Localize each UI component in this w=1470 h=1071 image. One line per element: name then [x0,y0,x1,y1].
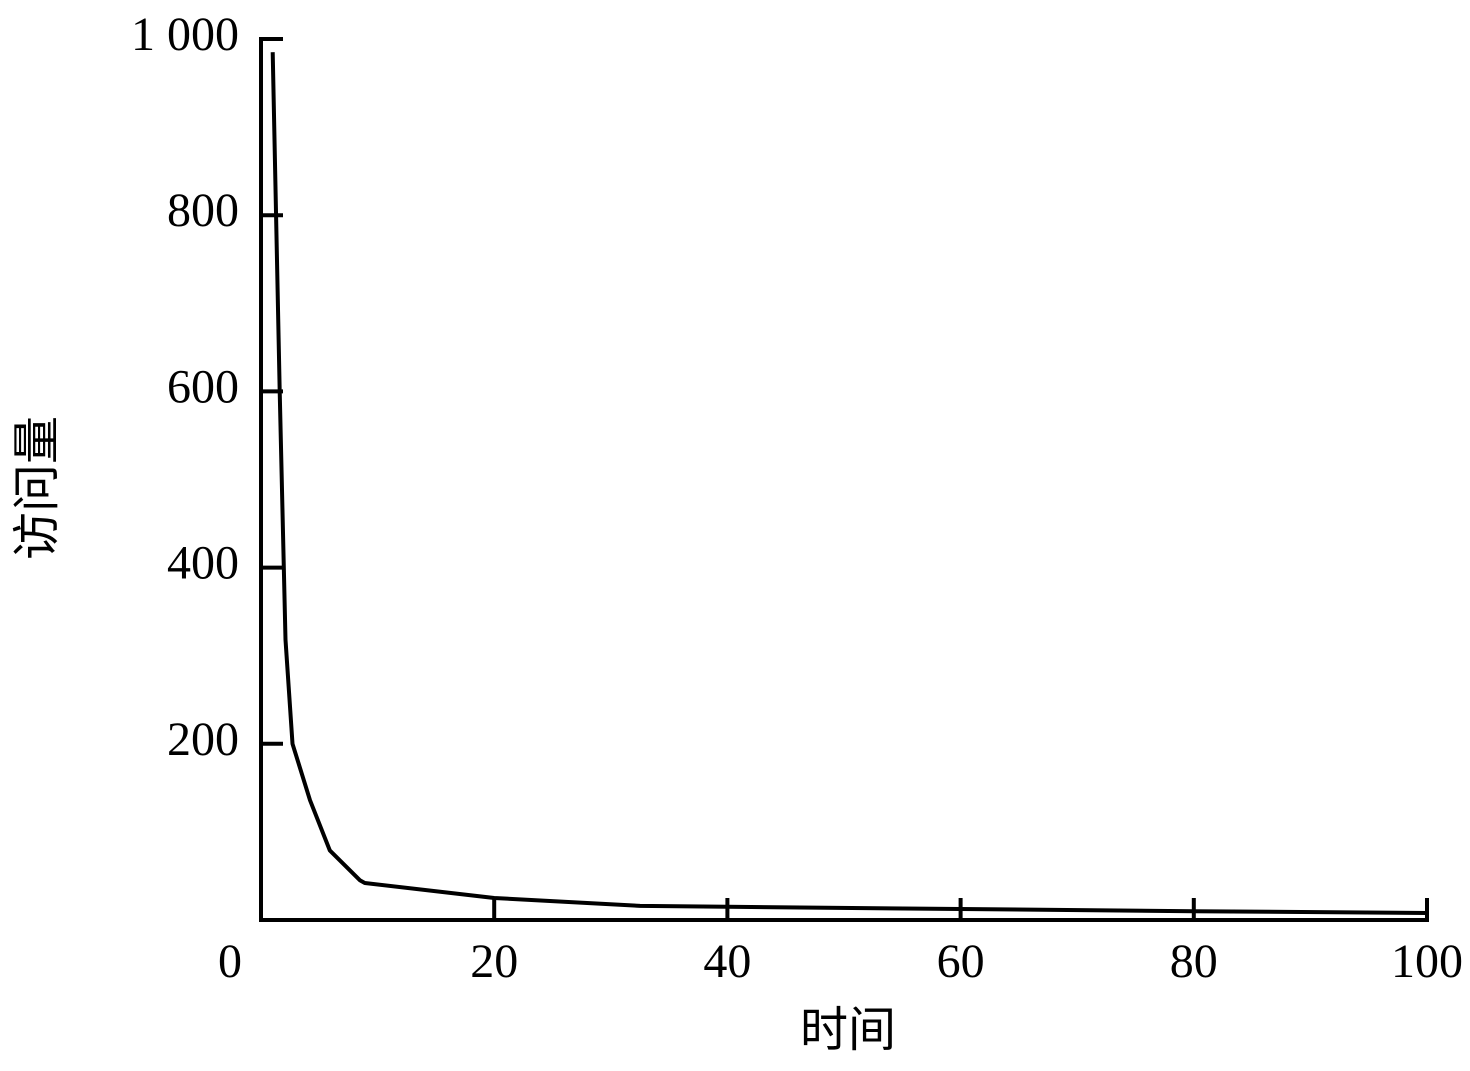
x-tick-label: 40 [703,935,751,988]
x-tick-label: 0 [218,935,242,988]
y-tick-label: 400 [167,537,239,590]
x-tick-label: 20 [470,935,518,988]
y-axis-label: 访问量 [11,416,64,560]
x-axis-label: 时间 [800,1004,896,1057]
y-tick-label: 600 [167,360,239,413]
x-tick-label: 80 [1170,935,1218,988]
y-tick-label: 800 [167,184,239,237]
y-tick-label: 1 000 [131,8,239,61]
y-tick-label: 200 [167,713,239,766]
x-tick-label: 100 [1391,935,1463,988]
x-tick-label: 60 [937,935,985,988]
line [270,52,1428,915]
